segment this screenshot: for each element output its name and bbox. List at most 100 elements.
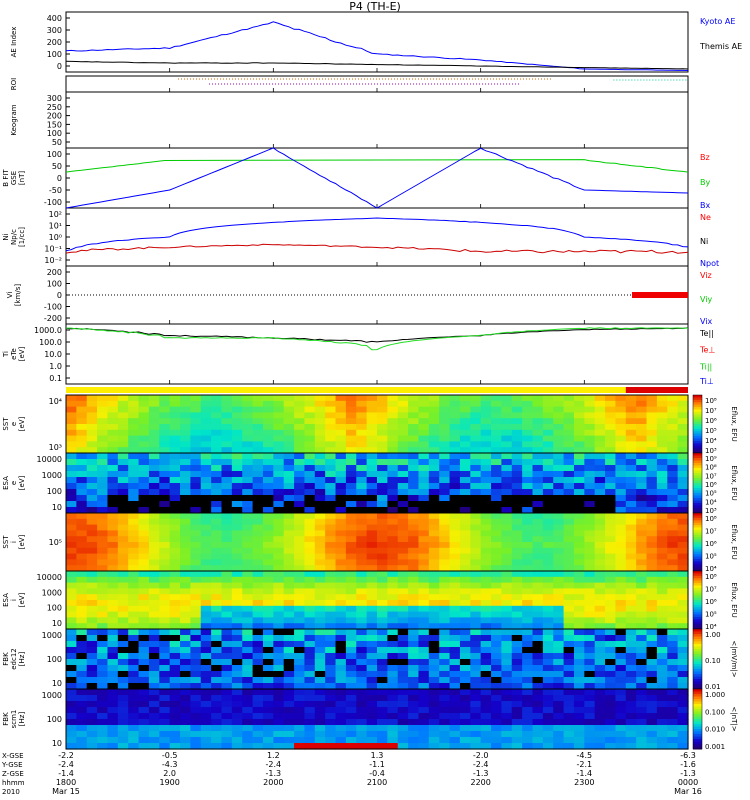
spectrogram-cell bbox=[667, 683, 679, 690]
spectrogram-cell bbox=[117, 542, 129, 549]
spectrogram-cell bbox=[667, 536, 679, 543]
spectrogram-cell bbox=[594, 605, 606, 613]
spectrogram-cell bbox=[211, 395, 223, 402]
spectrogram-cell bbox=[646, 594, 658, 601]
spectrogram-cell bbox=[138, 659, 150, 666]
spectrogram-cell bbox=[511, 653, 523, 660]
spectrogram-cell bbox=[356, 588, 368, 595]
spectrogram-cell bbox=[252, 530, 264, 537]
spectrogram-cell bbox=[66, 542, 77, 549]
spectrogram-cell bbox=[646, 565, 658, 572]
spectrogram-cell bbox=[408, 447, 420, 454]
spectrogram-cell bbox=[148, 707, 160, 714]
spectrogram-cell bbox=[470, 677, 482, 684]
spectrogram-fbk_scm bbox=[66, 689, 689, 750]
spectrogram-cell bbox=[283, 559, 295, 566]
spectrogram-cell bbox=[252, 623, 264, 630]
spectrogram-cell bbox=[200, 406, 212, 413]
colorbar-cell bbox=[693, 590, 702, 594]
spectrogram-cell bbox=[262, 731, 274, 738]
spectrogram-cell bbox=[86, 588, 98, 595]
spectrogram-cell bbox=[283, 617, 295, 624]
spectrogram-cell bbox=[76, 471, 88, 478]
colorbar-tick-label: 10³ bbox=[705, 447, 717, 455]
spectrogram-cell bbox=[553, 477, 565, 484]
spectrogram-cell bbox=[356, 719, 368, 726]
spectrogram-cell bbox=[573, 600, 585, 607]
spectrogram-cell bbox=[387, 635, 399, 642]
spectrogram-cell bbox=[190, 536, 202, 543]
spectrogram-cell bbox=[180, 395, 191, 402]
spectrogram-cell bbox=[304, 695, 316, 702]
spectrogram-cell bbox=[76, 441, 88, 448]
spectrogram-cell bbox=[480, 719, 492, 726]
spectrogram-cell bbox=[573, 471, 585, 478]
spectrogram-cell bbox=[262, 635, 274, 642]
spectrogram-cell bbox=[646, 501, 658, 508]
spectrogram-cell bbox=[522, 707, 534, 714]
spectrogram-cell bbox=[636, 695, 648, 702]
spectrogram-cell bbox=[335, 465, 347, 472]
spectrogram-cell bbox=[190, 530, 202, 537]
spectrogram-cell bbox=[470, 483, 482, 490]
spectrogram-cell bbox=[169, 400, 181, 408]
spectrogram-cell bbox=[542, 547, 554, 555]
spectrogram-cell bbox=[190, 647, 202, 654]
spectrogram-cell bbox=[563, 495, 575, 502]
spectrogram-cell bbox=[283, 501, 295, 508]
spectrogram-cell bbox=[428, 594, 440, 601]
spectrogram-cell bbox=[211, 665, 223, 672]
spectrogram-cell bbox=[470, 623, 482, 630]
spectrogram-cell bbox=[97, 671, 109, 678]
spectrogram-cell bbox=[190, 653, 202, 660]
spectrogram-cell bbox=[563, 435, 575, 442]
spectrogram-cell bbox=[573, 513, 585, 520]
spectrogram-cell bbox=[366, 547, 378, 555]
spectrogram-cell bbox=[501, 629, 513, 636]
x-axis-value: -1.3 bbox=[680, 769, 696, 778]
spectrogram-cell bbox=[408, 536, 420, 543]
spectrogram-cell bbox=[532, 571, 544, 578]
spectrogram-cell bbox=[242, 731, 254, 738]
spectrogram-cell bbox=[86, 571, 98, 578]
spectrogram-cell bbox=[356, 743, 368, 750]
spectrogram-cell bbox=[304, 731, 316, 738]
spectrogram-cell bbox=[542, 565, 554, 572]
spectrogram-cell bbox=[148, 659, 160, 666]
spectrogram-cell bbox=[128, 524, 140, 531]
spectrogram-cell bbox=[252, 719, 264, 726]
spectrogram-cell bbox=[325, 683, 337, 690]
spectrogram-cell bbox=[646, 547, 658, 555]
spectrogram-cell bbox=[242, 689, 254, 696]
spectrogram-cell bbox=[345, 576, 357, 584]
spectrogram-cell bbox=[636, 418, 648, 425]
spectrogram-cell bbox=[625, 588, 637, 595]
spectrogram-cell bbox=[605, 582, 617, 589]
spectrogram-cell bbox=[252, 617, 264, 624]
spectrogram-cell bbox=[501, 611, 513, 618]
spectrogram-cell bbox=[242, 471, 254, 478]
spectrogram-cell bbox=[459, 542, 471, 549]
spectrogram-cell bbox=[522, 737, 534, 744]
spectrogram-cell bbox=[439, 406, 451, 413]
spectrogram-cell bbox=[262, 701, 274, 708]
spectrogram-cell bbox=[252, 429, 264, 437]
spectrogram-cell bbox=[211, 553, 223, 560]
spectrogram-cell bbox=[553, 441, 565, 448]
spectrogram-cell bbox=[138, 623, 150, 630]
spectrogram-cell bbox=[66, 465, 77, 472]
spectrogram-cell bbox=[138, 412, 150, 419]
spectrogram-cell bbox=[573, 731, 585, 738]
spectrogram-cell bbox=[148, 594, 160, 601]
spectrogram-cell bbox=[273, 683, 285, 690]
spectrogram-cell bbox=[356, 594, 368, 601]
spectrogram-cell bbox=[656, 489, 668, 496]
spectrogram-cell bbox=[66, 737, 77, 744]
spectrogram-cell bbox=[262, 435, 274, 442]
spectrogram-cell bbox=[242, 501, 254, 508]
spectrogram-cell bbox=[231, 588, 243, 595]
colorbar-cell bbox=[693, 571, 702, 574]
spectrogram-cell bbox=[262, 588, 274, 595]
spectrogram-cell bbox=[594, 611, 606, 618]
spectrogram-cell bbox=[439, 665, 451, 672]
